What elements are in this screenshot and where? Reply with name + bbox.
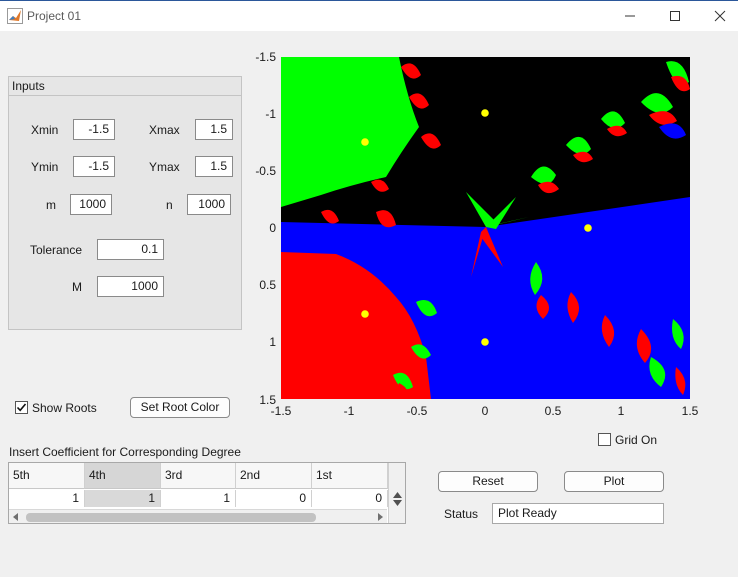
maximize-button[interactable]	[652, 1, 698, 31]
coefficient-cell-4th[interactable]: 1	[85, 490, 161, 507]
coefficient-cell-1st[interactable]: 0	[312, 490, 388, 507]
coefficient-cell-3rd[interactable]: 1	[161, 490, 236, 507]
xmin-field[interactable]: -1.5	[73, 119, 115, 140]
y-tick-label: 0.5	[259, 278, 276, 292]
n-label: n	[166, 198, 173, 212]
inputs-panel-title: Inputs	[9, 77, 241, 96]
y-tick-label: -0.5	[255, 164, 276, 178]
x-tick-label: 1	[617, 404, 625, 418]
M-field[interactable]: 1000	[97, 276, 164, 297]
show-roots-checkbox[interactable]	[15, 401, 28, 414]
column-header-3rd[interactable]: 3rd	[161, 463, 236, 489]
coefficient-caption: Insert Coefficient for Corresponding Deg…	[9, 445, 241, 459]
window-title: Project 01	[27, 9, 82, 23]
matlab-icon	[7, 8, 23, 24]
m-label: m	[46, 198, 56, 212]
y-tick-label: -1.5	[255, 50, 276, 64]
fractal-image	[281, 57, 690, 399]
column-header-5th[interactable]: 5th	[9, 463, 85, 489]
minimize-button[interactable]	[607, 1, 653, 31]
grid-on-checkbox[interactable]	[598, 433, 611, 446]
maximize-icon	[670, 11, 680, 21]
x-tick-label: -0.5	[406, 404, 428, 418]
table-horizontal-scrollbar[interactable]	[9, 509, 387, 523]
title-bar: Project 01	[0, 0, 738, 31]
minimize-icon	[625, 15, 635, 17]
M-label: M	[72, 280, 82, 294]
ymin-label: Ymin	[31, 160, 59, 174]
ymin-field[interactable]: -1.5	[73, 156, 115, 177]
coefficient-cell-5th[interactable]: 1	[9, 490, 85, 507]
coefficient-cell-2nd[interactable]: 0	[236, 490, 312, 507]
status-label: Status	[444, 507, 479, 521]
scroll-up-icon[interactable]	[393, 491, 402, 498]
tolerance-field[interactable]: 0.1	[97, 239, 164, 260]
xmax-field[interactable]: 1.5	[195, 119, 233, 140]
y-tick-label: 1	[269, 335, 276, 349]
coefficient-table: 5th 4th 3rd 2nd 1st 1 1 1 0 0	[8, 462, 406, 524]
column-header-2nd[interactable]: 2nd	[236, 463, 312, 489]
scroll-left-icon[interactable]	[12, 513, 20, 521]
y-tick-label: -1	[265, 107, 276, 121]
m-field[interactable]: 1000	[70, 194, 112, 215]
x-tick-label: 1.5	[681, 404, 699, 418]
x-tick-label: -1	[343, 404, 355, 418]
reset-button[interactable]: Reset	[438, 471, 538, 492]
horizontal-scroll-thumb[interactable]	[26, 513, 316, 522]
column-header-4th[interactable]: 4th	[85, 463, 161, 489]
scroll-right-icon[interactable]	[376, 513, 384, 521]
grid-on-label: Grid On	[615, 433, 658, 447]
x-tick-label: 0.5	[544, 404, 562, 418]
n-field[interactable]: 1000	[187, 194, 231, 215]
set-root-color-button[interactable]: Set Root Color	[130, 397, 230, 418]
ymax-label: Ymax	[149, 160, 180, 174]
status-field: Plot Ready	[492, 503, 664, 524]
ymax-field[interactable]: 1.5	[195, 156, 233, 177]
x-tick-label: -1.5	[270, 404, 292, 418]
tolerance-label: Tolerance	[30, 243, 83, 257]
close-icon	[714, 10, 726, 22]
x-tick-label: 0	[481, 404, 489, 418]
y-tick-label: 0	[269, 221, 276, 235]
inputs-panel: Inputs Xmin -1.5 Xmax 1.5 Ymin -1.5 Ymax…	[8, 76, 242, 330]
scroll-down-icon[interactable]	[393, 500, 402, 507]
table-vertical-scrollbar[interactable]	[388, 463, 405, 523]
xmax-label: Xmax	[149, 123, 180, 137]
plot-button[interactable]: Plot	[564, 471, 664, 492]
checkmark-icon	[16, 403, 27, 412]
y-tick-label: 1.5	[259, 393, 276, 407]
show-roots-label: Show Roots	[32, 401, 97, 415]
close-button[interactable]	[697, 1, 738, 31]
column-header-1st[interactable]: 1st	[312, 463, 388, 489]
fractal-plot[interactable]	[281, 57, 690, 399]
xmin-label: Xmin	[31, 123, 59, 137]
